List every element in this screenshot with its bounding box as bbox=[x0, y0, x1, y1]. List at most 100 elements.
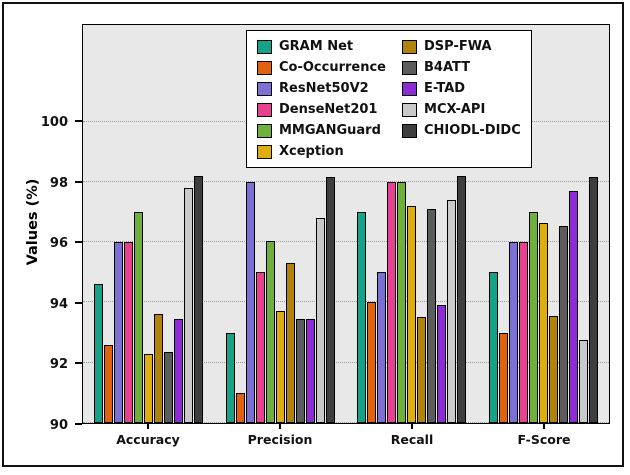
bar bbox=[305, 318, 315, 423]
legend-swatch bbox=[402, 60, 418, 75]
legend-item: CHIODL-DIDC bbox=[402, 122, 521, 139]
bar bbox=[325, 177, 335, 423]
x-tick-label: Recall bbox=[390, 432, 434, 447]
legend-label: MCX-API bbox=[424, 102, 486, 117]
figure: Values (%) 90 92 94 96 98 100 Accuracy Precisi… bbox=[2, 2, 624, 467]
y-tick-label: 94 bbox=[49, 296, 68, 312]
bar bbox=[488, 272, 498, 423]
y-tick-mark bbox=[75, 241, 82, 244]
bar bbox=[417, 317, 427, 423]
y-tick-mark bbox=[75, 180, 82, 183]
legend-label: Co-Occurrence bbox=[279, 60, 387, 75]
bar-group bbox=[83, 25, 215, 423]
gridline bbox=[83, 361, 609, 363]
legend-swatch bbox=[257, 60, 272, 75]
bar bbox=[588, 177, 598, 423]
legend-column: GRAM Net Co-Occurrence ResNet50V2 DenseNet2… bbox=[257, 38, 386, 160]
y-tick-mark bbox=[75, 119, 82, 122]
bar bbox=[114, 242, 124, 423]
bar bbox=[315, 217, 325, 423]
y-tick-label: 100 bbox=[40, 114, 68, 130]
bar bbox=[235, 392, 245, 423]
legend-swatch bbox=[257, 39, 272, 54]
bar bbox=[387, 181, 397, 423]
bar bbox=[285, 263, 295, 423]
x-tick-mark bbox=[543, 424, 545, 429]
bar bbox=[427, 208, 437, 423]
bar bbox=[225, 332, 235, 423]
legend-item: Xception bbox=[257, 143, 386, 160]
bar bbox=[538, 222, 548, 423]
bar bbox=[104, 344, 114, 423]
legend-swatch bbox=[257, 123, 272, 138]
legend-item: DSP-FWA bbox=[402, 38, 521, 55]
legend-label: CHIODL-DIDC bbox=[424, 123, 521, 138]
x-tick-mark bbox=[411, 424, 413, 429]
legend-swatch bbox=[402, 102, 418, 117]
legend-label: DenseNet201 bbox=[279, 102, 378, 117]
x-tick-mark bbox=[147, 424, 149, 429]
x-tick-label: Accuracy bbox=[116, 432, 180, 447]
bar bbox=[265, 240, 275, 423]
bar bbox=[174, 318, 184, 423]
y-tick-label: 90 bbox=[49, 418, 68, 433]
x-tick-label: Precision bbox=[247, 432, 313, 447]
legend-item: GRAM Net bbox=[257, 38, 386, 55]
bar bbox=[94, 284, 104, 423]
bar bbox=[367, 302, 377, 423]
bar bbox=[275, 311, 285, 423]
y-tick-mark bbox=[75, 423, 82, 425]
y-axis: 90 92 94 96 98 100 bbox=[4, 24, 82, 433]
gridline bbox=[83, 422, 609, 423]
y-tick-mark bbox=[75, 301, 82, 304]
bar bbox=[457, 175, 467, 423]
legend-swatch bbox=[402, 123, 418, 138]
legend-column: DSP-FWA B4ATT E-TAD MCX-API CHIODL-DIDC bbox=[402, 38, 521, 160]
bar bbox=[518, 242, 528, 423]
legend-item: ResNet50V2 bbox=[257, 80, 386, 97]
bar bbox=[437, 305, 447, 423]
bar bbox=[184, 187, 194, 423]
y-tick-label: 92 bbox=[49, 357, 68, 373]
bar bbox=[548, 315, 558, 423]
bar bbox=[558, 225, 568, 423]
bar bbox=[357, 211, 367, 423]
legend-label: E-TAD bbox=[424, 81, 466, 96]
legend-swatch bbox=[402, 81, 418, 96]
legend-swatch bbox=[257, 144, 272, 159]
bar bbox=[164, 352, 174, 423]
bar bbox=[447, 199, 457, 423]
gridline bbox=[83, 301, 609, 303]
bar bbox=[397, 181, 407, 423]
legend-label: MMGANGuard bbox=[279, 123, 381, 138]
bar bbox=[568, 190, 578, 423]
gridline bbox=[83, 241, 609, 243]
legend: GRAM Net Co-Occurrence ResNet50V2 DenseNet2… bbox=[246, 30, 532, 168]
bar bbox=[255, 272, 265, 423]
legend-label: ResNet50V2 bbox=[279, 81, 369, 96]
y-tick-mark bbox=[75, 362, 82, 365]
bar bbox=[508, 242, 518, 423]
legend-item: Co-Occurrence bbox=[257, 59, 386, 76]
legend-item: MMGANGuard bbox=[257, 122, 386, 139]
bar bbox=[295, 318, 305, 423]
legend-item: B4ATT bbox=[402, 59, 521, 76]
legend-item: DenseNet201 bbox=[257, 101, 386, 118]
legend-item: E-TAD bbox=[402, 80, 521, 97]
bar bbox=[124, 242, 134, 423]
legend-label: DSP-FWA bbox=[424, 39, 492, 54]
legend-item: MCX-API bbox=[402, 101, 521, 118]
bar bbox=[245, 181, 255, 423]
y-tick-label: 96 bbox=[49, 236, 68, 252]
gridline bbox=[83, 180, 609, 182]
bar bbox=[134, 211, 144, 423]
bar bbox=[528, 211, 538, 423]
bar-group bbox=[215, 25, 347, 423]
legend-swatch bbox=[402, 39, 418, 54]
bar bbox=[407, 205, 417, 423]
bar bbox=[498, 332, 508, 423]
x-tick-label: F-Score bbox=[517, 432, 571, 447]
bar-group bbox=[346, 25, 478, 423]
legend-label: GRAM Net bbox=[279, 39, 354, 54]
bar bbox=[578, 340, 588, 423]
